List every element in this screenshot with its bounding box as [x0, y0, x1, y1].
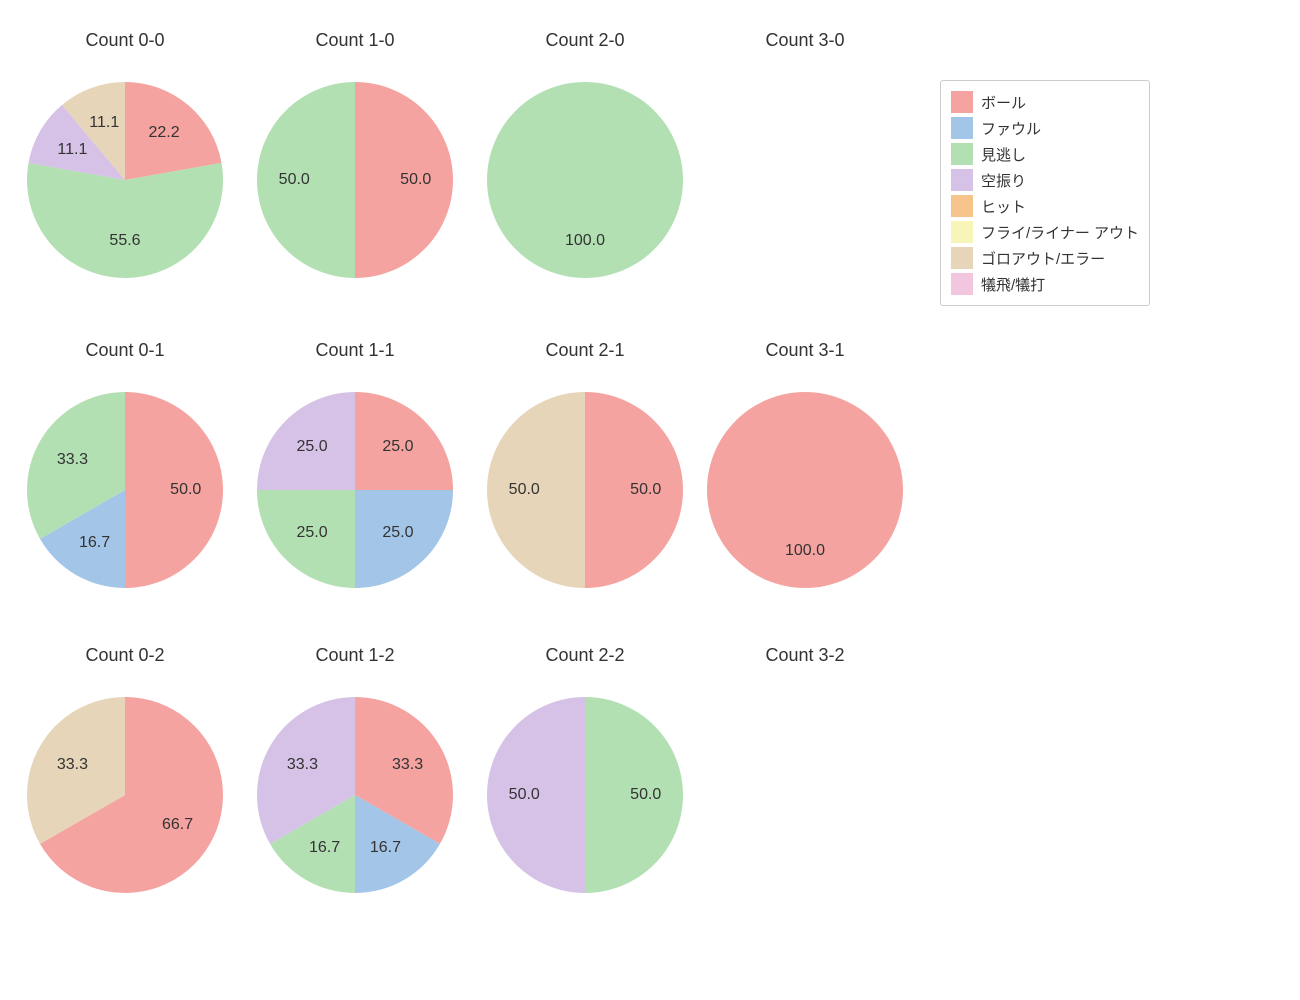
- legend-label: ヒット: [981, 196, 1026, 217]
- chart-title: Count 2-1: [485, 340, 685, 361]
- legend: ボールファウル見逃し空振りヒットフライ/ライナー アウトゴロアウト/エラー犠飛/…: [940, 80, 1150, 306]
- chart-title: Count 0-2: [25, 645, 225, 666]
- legend-label: ゴロアウト/エラー: [981, 248, 1105, 269]
- legend-swatch: [951, 247, 973, 269]
- pie-chart: [27, 697, 223, 893]
- slice-label: 50.0: [509, 481, 540, 499]
- slice-label: 33.3: [392, 756, 423, 774]
- legend-item: ゴロアウト/エラー: [951, 245, 1139, 271]
- legend-swatch: [951, 221, 973, 243]
- slice-label: 11.1: [57, 141, 87, 159]
- slice-label: 16.7: [309, 839, 340, 857]
- legend-label: ファウル: [981, 118, 1041, 139]
- slice-label: 55.6: [109, 232, 140, 250]
- legend-swatch: [951, 169, 973, 191]
- slice-label: 16.7: [79, 534, 110, 552]
- slice-label: 33.3: [57, 756, 88, 774]
- legend-label: フライ/ライナー アウト: [981, 222, 1139, 243]
- pie-chart: [257, 392, 453, 588]
- chart-title: Count 1-1: [255, 340, 455, 361]
- slice-label: 50.0: [279, 171, 310, 189]
- legend-item: フライ/ライナー アウト: [951, 219, 1139, 245]
- legend-swatch: [951, 117, 973, 139]
- legend-label: 空振り: [981, 170, 1026, 191]
- legend-label: 見逃し: [981, 144, 1026, 165]
- chart-title: Count 2-2: [485, 645, 685, 666]
- chart-title: Count 1-2: [255, 645, 455, 666]
- chart-title: Count 3-2: [705, 645, 905, 666]
- legend-label: 犠飛/犠打: [981, 274, 1045, 295]
- chart-title: Count 0-1: [25, 340, 225, 361]
- slice-label: 100.0: [565, 232, 605, 250]
- chart-title: Count 0-0: [25, 30, 225, 51]
- slice-label: 25.0: [382, 438, 413, 456]
- legend-swatch: [951, 91, 973, 113]
- legend-item: 犠飛/犠打: [951, 271, 1139, 297]
- legend-item: ボール: [951, 89, 1139, 115]
- legend-label: ボール: [981, 92, 1026, 113]
- slice-label: 50.0: [400, 171, 431, 189]
- slice-label: 25.0: [296, 438, 327, 456]
- slice-label: 25.0: [382, 524, 413, 542]
- legend-swatch: [951, 273, 973, 295]
- slice-label: 25.0: [296, 524, 327, 542]
- chart-title: Count 2-0: [485, 30, 685, 51]
- legend-item: 空振り: [951, 167, 1139, 193]
- legend-item: ヒット: [951, 193, 1139, 219]
- slice-label: 100.0: [785, 542, 825, 560]
- slice-label: 16.7: [370, 839, 401, 857]
- slice-label: 50.0: [170, 481, 201, 499]
- slice-label: 50.0: [509, 786, 540, 804]
- chart-title: Count 1-0: [255, 30, 455, 51]
- legend-item: ファウル: [951, 115, 1139, 141]
- chart-title: Count 3-1: [705, 340, 905, 361]
- pie-slice: [27, 163, 223, 278]
- legend-item: 見逃し: [951, 141, 1139, 167]
- chart-title: Count 3-0: [705, 30, 905, 51]
- slice-label: 33.3: [287, 756, 318, 774]
- slice-label: 33.3: [57, 451, 88, 469]
- legend-swatch: [951, 143, 973, 165]
- slice-label: 11.1: [89, 114, 119, 132]
- slice-label: 66.7: [162, 816, 193, 834]
- slice-label: 50.0: [630, 481, 661, 499]
- legend-swatch: [951, 195, 973, 217]
- pie-chart: [257, 697, 453, 893]
- slice-label: 22.2: [148, 124, 179, 142]
- slice-label: 50.0: [630, 786, 661, 804]
- chart-grid: Count 0-0 22.2 55.6 11.111.1 Count 1-0 50.0 50…: [0, 0, 1300, 1000]
